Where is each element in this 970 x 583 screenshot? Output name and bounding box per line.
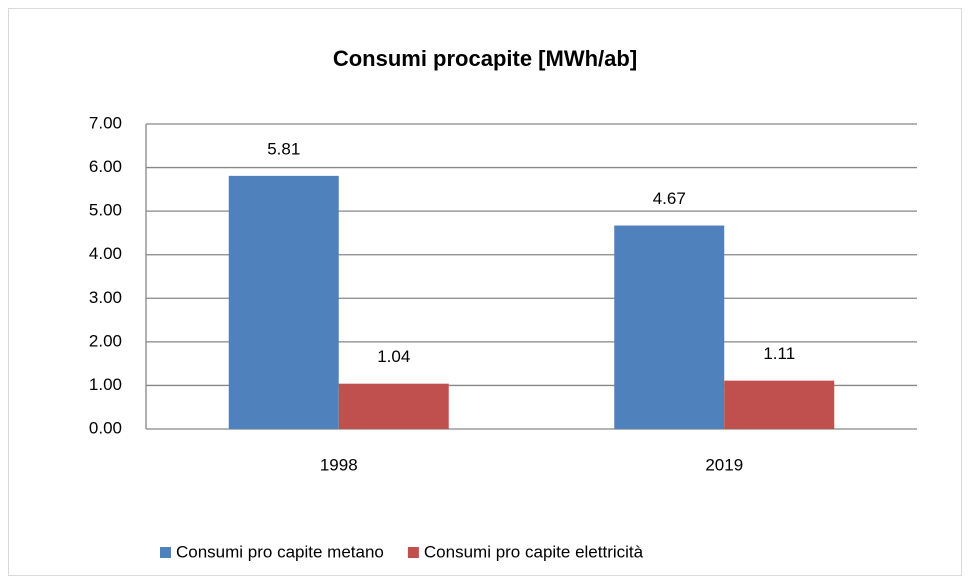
data-label: 1.11 bbox=[763, 344, 795, 363]
y-tick-label: 4.00 bbox=[89, 244, 122, 263]
legend-swatch bbox=[407, 547, 419, 558]
y-tick-label: 0.00 bbox=[89, 418, 122, 437]
bar bbox=[338, 383, 449, 429]
x-tick-label: 2019 bbox=[705, 455, 743, 474]
data-label: 1.04 bbox=[377, 347, 410, 366]
chart-title: Consumi procapite [MWh/ab] bbox=[333, 46, 637, 71]
data-label: 5.81 bbox=[267, 139, 300, 158]
y-tick-label: 2.00 bbox=[89, 331, 122, 350]
y-tick-label: 7.00 bbox=[89, 113, 122, 132]
bar bbox=[724, 380, 835, 429]
bar bbox=[614, 225, 725, 429]
y-tick-label: 6.00 bbox=[89, 157, 122, 176]
data-label: 4.67 bbox=[653, 189, 686, 208]
legend-swatch bbox=[160, 547, 171, 558]
legend-label: Consumi pro capite elettricità bbox=[424, 542, 644, 561]
bar bbox=[228, 175, 339, 429]
x-tick-label: 1998 bbox=[320, 455, 358, 474]
y-tick-label: 1.00 bbox=[89, 375, 122, 394]
legend-label: Consumi pro capite metano bbox=[176, 542, 384, 561]
chart-frame bbox=[8, 8, 962, 576]
y-tick-label: 3.00 bbox=[89, 288, 122, 307]
y-tick-label: 5.00 bbox=[89, 201, 122, 220]
